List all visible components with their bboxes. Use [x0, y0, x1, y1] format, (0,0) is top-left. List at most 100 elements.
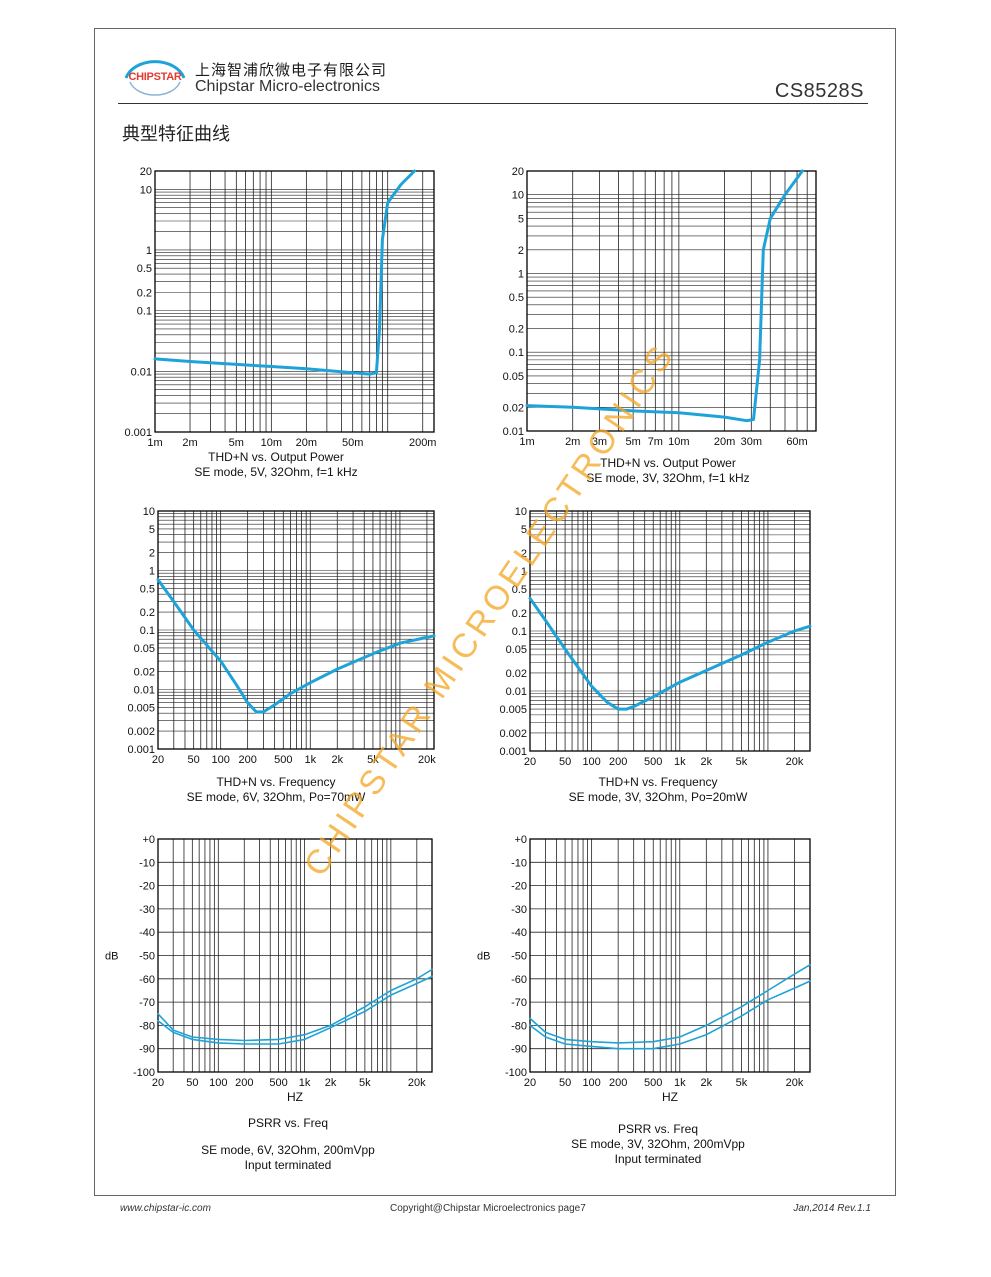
- y-tick-label: 0.5: [137, 263, 152, 275]
- x-tick-label: 10m: [668, 436, 689, 448]
- y-tick-label: -10: [139, 857, 155, 869]
- x-tick-label: 50m: [342, 437, 363, 449]
- chart-caption-line: SE mode, 5V, 32Ohm, f=1 kHz: [194, 465, 358, 479]
- y-tick-label: -80: [139, 1020, 155, 1032]
- x-tick-label: 20m: [296, 437, 317, 449]
- chart-caption: THD+N vs. Output Power SE mode, 5V, 32Oh…: [126, 450, 426, 480]
- y-tick-label: 0.005: [499, 704, 527, 716]
- chart-caption: PSRR vs. Freq SE mode, 3V, 32Ohm, 200mVp…: [508, 1122, 808, 1167]
- series-line: [529, 964, 811, 1044]
- y-tick-label: 0.5: [509, 292, 524, 304]
- y-tick-label: 0.002: [499, 728, 527, 740]
- x-tick-label: 5k: [736, 756, 748, 768]
- x-tick-label: 500: [274, 754, 292, 766]
- y-tick-label: 0.1: [137, 306, 152, 318]
- y-tick-label: -70: [511, 997, 527, 1009]
- y-tick-label: 0.2: [509, 324, 524, 336]
- plot-frame: [526, 170, 817, 432]
- x-tick-label: 1k: [674, 1077, 686, 1089]
- y-tick-label: 0.2: [140, 607, 155, 619]
- y-tick-label: 1: [521, 566, 527, 578]
- plot-frame: [154, 170, 435, 433]
- x-tick-label: 20k: [786, 1077, 804, 1089]
- chart-caption-line: SE mode, 6V, 32Ohm, Po=70mW: [186, 790, 366, 804]
- y-tick-label: 0.001: [124, 427, 152, 439]
- footer-url[interactable]: www.chipstar-ic.com: [120, 1203, 211, 1214]
- x-tick-label: 20: [524, 756, 536, 768]
- chipstar-logo: CHIPSTAR: [118, 56, 192, 103]
- series-line: [153, 169, 416, 376]
- chart-caption: THD+N vs. Frequency SE mode, 6V, 32Ohm, …: [126, 775, 426, 805]
- logo-text: CHIPSTAR: [128, 71, 181, 83]
- x-tick-label: 5m: [626, 436, 641, 448]
- y-tick-label: -50: [511, 951, 527, 963]
- chart-c4: 10 5 2 1 0.5 0.2 0.1 0.05 0.02 0.01 0.005 0.002 0.00…: [499, 506, 812, 768]
- y-tick-label: 5: [521, 524, 527, 536]
- x-tick-label: 2k: [325, 1077, 337, 1089]
- y-tick-label: 0.05: [503, 371, 524, 383]
- y-tick-label: 10: [140, 184, 152, 196]
- chart-caption: THD+N vs. Frequency SE mode, 3V, 32Ohm, …: [508, 775, 808, 805]
- y-tick-label: -80: [511, 1020, 527, 1032]
- chart-caption-line: PSRR vs. Freq: [247, 1116, 328, 1130]
- x-tick-label: 20: [152, 1077, 164, 1089]
- y-tick-label: -20: [511, 881, 527, 893]
- chart-caption-line: PSRR vs. Freq: [617, 1122, 698, 1136]
- x-tick-label: 1k: [674, 756, 686, 768]
- y-tick-label: -50: [139, 951, 155, 963]
- y-tick-label: 0.05: [506, 644, 527, 656]
- series-line: [525, 169, 804, 423]
- chart-c3: 10 5 2 1 0.5 0.2 0.1 0.05 0.02 0.01 0.005 0.002 0.00…: [127, 506, 436, 766]
- y-tick-label: 0.1: [509, 347, 524, 359]
- x-tick-label: 200: [609, 756, 627, 768]
- x-tick-label: 100: [209, 1077, 227, 1089]
- y-tick-label: 20: [512, 166, 524, 178]
- y-axis-label: dB: [105, 951, 118, 963]
- chart-caption-line: THD+N vs. Output Power: [600, 456, 736, 470]
- y-tick-label: 0.02: [134, 667, 155, 679]
- y-tick-label: 0.1: [512, 626, 527, 638]
- y-tick-label: +0: [514, 834, 527, 846]
- x-tick-label: 2k: [701, 756, 713, 768]
- y-tick-label: 0.1: [140, 625, 155, 637]
- y-tick-label: -40: [139, 927, 155, 939]
- y-tick-label: -70: [139, 997, 155, 1009]
- y-tick-label: -40: [511, 927, 527, 939]
- footer-copyright: Copyright@Chipstar Microelectronics page…: [390, 1203, 586, 1214]
- header-divider: [118, 103, 868, 104]
- x-tick-label: 7m: [648, 436, 663, 448]
- chart-caption-line: [138, 1131, 438, 1143]
- x-tick-label: 500: [644, 1077, 662, 1089]
- y-tick-label: -90: [511, 1044, 527, 1056]
- chart-caption-line: SE mode, 3V, 32Ohm, Po=20mW: [568, 790, 748, 804]
- y-tick-label: -30: [511, 904, 527, 916]
- y-tick-label: 1: [518, 268, 524, 280]
- y-tick-label: 10: [143, 506, 155, 518]
- y-tick-label: 5: [518, 213, 524, 225]
- y-tick-label: 1: [149, 566, 155, 578]
- y-tick-label: +0: [142, 834, 155, 846]
- x-tick-label: 1m: [147, 437, 162, 449]
- y-tick-label: 2: [149, 548, 155, 560]
- x-tick-label: 500: [269, 1077, 287, 1089]
- x-tick-label: 2m: [182, 437, 197, 449]
- y-tick-label: 0.01: [506, 686, 527, 698]
- x-tick-label: 2m: [565, 436, 580, 448]
- chart-caption-line: THD+N vs. Output Power: [208, 450, 344, 464]
- plot-frame: [157, 838, 433, 1073]
- x-tick-label: 50: [559, 756, 571, 768]
- x-tick-label: 200m: [409, 437, 437, 449]
- x-tick-label: 200: [235, 1077, 253, 1089]
- y-tick-label: -100: [133, 1067, 155, 1079]
- x-tick-label: 2k: [331, 754, 343, 766]
- series-line: [528, 596, 812, 711]
- x-tick-label: 5m: [229, 437, 244, 449]
- y-tick-label: 0.005: [127, 702, 155, 714]
- y-tick-label: 0.002: [127, 726, 155, 738]
- x-tick-label: 200: [609, 1077, 627, 1089]
- chart-caption: THD+N vs. Output Power SE mode, 3V, 32Oh…: [518, 456, 818, 486]
